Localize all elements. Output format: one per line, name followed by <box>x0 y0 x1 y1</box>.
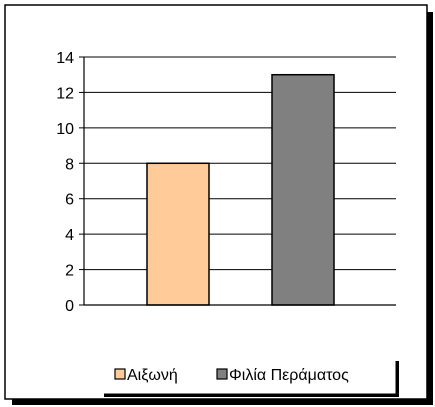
y-tick-label: 6 <box>65 192 74 209</box>
bar-2 <box>271 73 335 306</box>
legend-label-2: Φιλία Περάματος <box>229 367 349 384</box>
y-tick-label: 14 <box>56 50 74 67</box>
y-tick-label: 0 <box>65 298 74 315</box>
legend: Αιξωνή Φιλία Περάματος <box>99 356 399 397</box>
legend-label-1: Αιξωνή <box>127 367 178 384</box>
y-axis-ticks: 0 2 4 6 8 10 12 14 <box>56 50 84 315</box>
bar-1 <box>146 162 210 306</box>
y-tick-label: 4 <box>65 227 74 244</box>
y-tick-label: 12 <box>56 85 74 102</box>
bars <box>146 73 335 306</box>
y-tick-label: 2 <box>65 263 74 280</box>
chart-frame-border <box>4 4 428 400</box>
legend-swatch-2 <box>216 368 228 380</box>
gridlines <box>84 56 396 271</box>
y-tick-label: 10 <box>56 121 74 138</box>
legend-box <box>99 356 396 394</box>
y-tick-label: 8 <box>65 156 74 173</box>
legend-swatch-1 <box>114 368 126 380</box>
